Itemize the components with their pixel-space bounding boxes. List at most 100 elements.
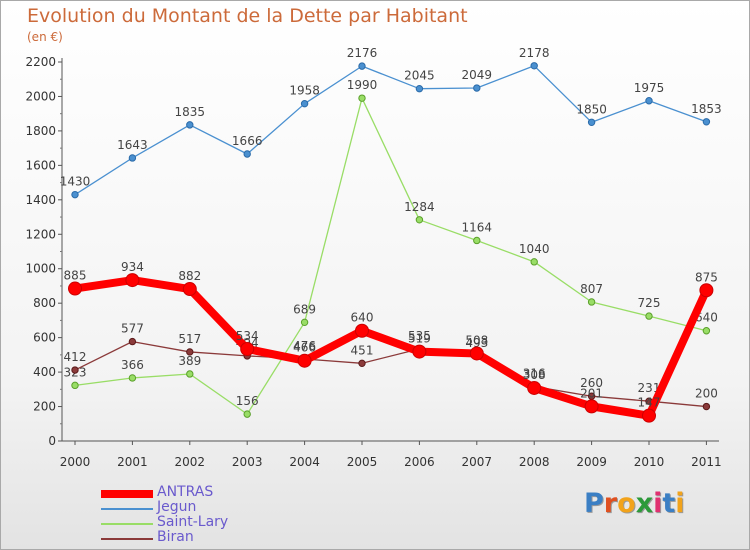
data-label-jegun: 2178 <box>519 46 550 60</box>
series-line-antras <box>71 276 711 420</box>
data-label-antras: 519 <box>408 332 431 346</box>
data-point-biran <box>128 337 137 346</box>
data-label-jegun: 1430 <box>60 175 91 189</box>
series-line-biran <box>74 340 708 408</box>
data-point-saint-lary <box>702 327 711 335</box>
data-point-saint-lary <box>358 94 366 102</box>
data-point-biran <box>71 366 79 374</box>
data-point-antras <box>584 399 599 414</box>
data-label-antras: 640 <box>351 311 374 325</box>
data-point-jegun <box>300 99 309 108</box>
legend-label-jegun: Jegun <box>157 499 197 515</box>
data-point-biran <box>358 359 366 368</box>
data-label-biran: 493 <box>465 336 488 350</box>
data-point-jegun <box>645 97 653 105</box>
data-point-saint-lary <box>645 312 653 320</box>
y-tick-label: 800 <box>33 296 56 310</box>
legend-swatch-antras <box>101 489 153 498</box>
data-label-jegun: 2176 <box>347 46 378 60</box>
x-tick-label: 2009 <box>576 455 607 469</box>
legend-item-biran: Biran <box>101 529 361 546</box>
data-point-antras <box>125 273 140 288</box>
data-point-antras <box>355 323 369 338</box>
data-label-saint-lary: 1164 <box>462 220 493 234</box>
y-tick-label: 2000 <box>25 89 56 103</box>
data-label-biran: 316 <box>523 367 546 381</box>
x-tick-label: 2008 <box>519 455 550 469</box>
data-label-antras: 934 <box>121 260 144 274</box>
data-label-biran: 476 <box>293 339 316 353</box>
data-label-antras: 875 <box>695 270 718 284</box>
data-point-jegun <box>358 62 366 70</box>
data-label-saint-lary: 807 <box>580 282 603 296</box>
legend-label-saint-lary: Saint-Lary <box>157 514 229 530</box>
legend-label-antras: ANTRAS <box>157 484 214 500</box>
logo-letter: x <box>635 488 654 519</box>
data-point-biran <box>702 402 711 411</box>
data-point-antras <box>297 353 312 368</box>
y-tick-label: 1400 <box>25 193 56 207</box>
y-tick-label: 1600 <box>25 158 56 172</box>
data-label-antras: 885 <box>64 269 87 283</box>
y-tick-label: 1000 <box>25 262 56 276</box>
data-label-biran: 412 <box>64 350 87 364</box>
logo-letter: P <box>584 488 604 519</box>
data-label-biran: 577 <box>121 322 144 336</box>
data-label-saint-lary: 689 <box>293 302 316 316</box>
data-label-biran: 231 <box>638 381 661 395</box>
data-label-jegun: 1666 <box>232 134 263 148</box>
proxiti-logo: Proxiti <box>584 488 685 519</box>
data-point-saint-lary <box>243 410 251 418</box>
data-label-jegun: 1643 <box>117 138 148 152</box>
data-label-saint-lary: 366 <box>121 358 144 372</box>
logo-letter: r <box>603 488 618 519</box>
data-label-biran: 535 <box>408 329 431 343</box>
legend-swatch-biran <box>101 537 153 540</box>
y-tick-label: 1800 <box>25 124 56 138</box>
data-point-jegun <box>702 118 711 126</box>
data-label-saint-lary: 1040 <box>519 242 550 256</box>
data-point-jegun <box>243 150 251 158</box>
data-point-jegun <box>473 84 481 92</box>
data-point-jegun <box>587 118 596 126</box>
y-tick-label: 2200 <box>25 55 56 69</box>
data-label-saint-lary: 156 <box>236 394 259 408</box>
data-label-biran: 517 <box>178 332 201 346</box>
y-tick-label: 0 <box>48 434 56 448</box>
x-tick-label: 2006 <box>404 455 435 469</box>
x-tick-label: 2007 <box>462 455 493 469</box>
data-label-antras: 308 <box>523 368 546 382</box>
legend-swatch-jegun <box>101 507 153 510</box>
data-label-saint-lary: 640 <box>695 311 718 325</box>
data-label-biran: 451 <box>351 343 374 357</box>
y-tick-label: 400 <box>33 365 56 379</box>
data-point-antras <box>68 281 82 296</box>
data-point-saint-lary <box>530 258 538 266</box>
data-point-antras <box>240 342 255 357</box>
y-tick-label: 200 <box>33 400 56 414</box>
data-label-jegun: 1853 <box>691 102 722 116</box>
legend-item-antras: ANTRAS <box>101 484 361 501</box>
data-point-antras <box>642 408 656 423</box>
x-tick-label: 2011 <box>691 455 722 469</box>
series-line-saint-lary <box>74 97 708 415</box>
series-line-jegun <box>74 65 708 196</box>
data-label-saint-lary: 1284 <box>404 200 435 214</box>
data-label-biran: 260 <box>580 376 603 390</box>
data-label-jegun: 1958 <box>289 84 320 98</box>
data-point-antras <box>699 283 714 298</box>
x-tick-label: 2000 <box>60 455 91 469</box>
logo-letter: t <box>662 488 676 519</box>
data-label-antras: 534 <box>236 329 259 343</box>
data-point-jegun <box>530 62 538 70</box>
data-label-biran: 200 <box>695 387 718 401</box>
data-point-saint-lary <box>415 216 424 224</box>
legend-item-jegun: Jegun <box>101 499 361 516</box>
legend-item-saint-lary: Saint-Lary <box>101 514 361 531</box>
data-label-jegun: 1975 <box>634 81 665 95</box>
data-label-saint-lary: 1990 <box>347 78 378 92</box>
data-label-jegun: 2045 <box>404 69 435 83</box>
legend-swatch-saint-lary <box>101 522 153 525</box>
